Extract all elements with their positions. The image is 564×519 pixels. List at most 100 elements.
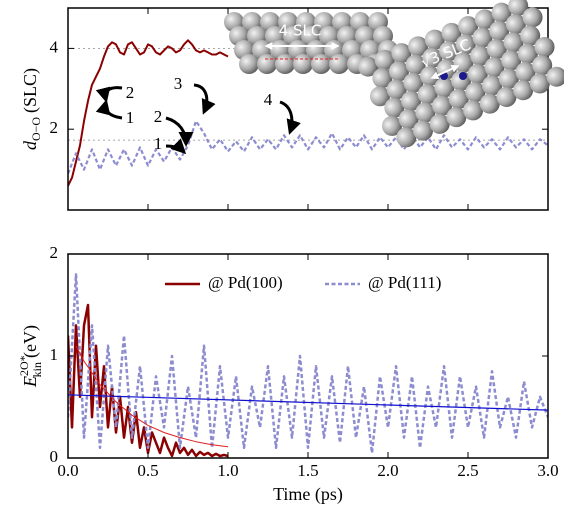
atom — [257, 54, 277, 74]
atom — [513, 80, 534, 101]
atom — [474, 9, 495, 30]
atom — [422, 47, 443, 68]
atom — [508, 0, 529, 16]
legend-label: @ Pd(111) — [368, 273, 441, 292]
atom — [467, 64, 488, 85]
data-line — [68, 120, 548, 175]
atom — [503, 32, 524, 53]
atom — [391, 43, 412, 64]
atom — [403, 72, 424, 93]
annotation-arrow — [193, 83, 216, 115]
atom — [517, 43, 538, 64]
annotation-arrow — [95, 99, 123, 120]
atom — [386, 79, 407, 100]
x-tick-label: 1.0 — [217, 461, 238, 480]
atom — [489, 20, 510, 41]
x-tick-label: 3.0 — [537, 461, 558, 480]
atom — [522, 7, 543, 28]
atom — [381, 115, 402, 136]
annotation: 1 — [126, 108, 135, 127]
atom — [434, 77, 455, 98]
atom — [396, 127, 417, 148]
x-axis-label: Time (ps) — [273, 484, 343, 505]
atom — [374, 49, 395, 70]
atom — [532, 55, 553, 76]
atom — [405, 54, 426, 75]
atom — [401, 90, 422, 111]
atom — [520, 25, 541, 46]
y-label-symbol: E — [20, 376, 40, 388]
x-tick-label: 2.5 — [457, 461, 478, 480]
x-tick-label: 1.5 — [297, 461, 318, 480]
atom — [496, 86, 517, 107]
atom — [239, 54, 259, 74]
atom — [505, 14, 526, 35]
annotation-arrow — [165, 138, 187, 155]
atom — [472, 27, 493, 48]
atom — [432, 95, 453, 116]
x-tick-label: 2.0 — [377, 461, 398, 480]
atom — [417, 84, 438, 105]
atom — [455, 34, 476, 55]
atom — [486, 39, 507, 60]
y-label-symbol: d — [20, 140, 40, 150]
atom — [398, 109, 419, 130]
distance-arrow — [430, 65, 460, 79]
atom — [458, 16, 479, 37]
atom — [446, 107, 467, 128]
data-line — [68, 273, 548, 455]
plot-frame — [67, 253, 549, 459]
atom — [515, 61, 536, 82]
atom — [424, 29, 445, 50]
y-axis-label: E2O*kin (eV) — [17, 325, 44, 388]
atom — [529, 73, 550, 94]
atom — [408, 36, 429, 57]
atom — [534, 37, 555, 58]
y-tick-label: 0 — [50, 447, 59, 466]
atom — [479, 93, 500, 114]
annotation: 4 — [264, 90, 273, 109]
y-tick-label: 4 — [50, 37, 59, 56]
inset-slab — [358, 0, 564, 148]
atom — [465, 82, 486, 103]
atom — [429, 113, 450, 134]
atom — [329, 54, 349, 74]
annotation-arrow — [279, 100, 301, 135]
legend-label: @ Pd(100) — [208, 273, 283, 292]
y-tick-label: 2 — [50, 118, 59, 137]
data-line — [68, 394, 548, 411]
atom — [311, 54, 331, 74]
y-label-subscript: kin — [30, 362, 44, 377]
adatom — [459, 72, 467, 80]
atom — [372, 68, 393, 89]
atom — [501, 50, 522, 71]
x-tick-label: 0.0 — [57, 461, 78, 480]
y-tick-label: 1 — [50, 345, 59, 364]
atom — [415, 102, 436, 123]
annotation: 2 — [154, 107, 163, 126]
annotation: 1 — [154, 134, 163, 153]
atom — [293, 54, 313, 74]
atom — [413, 120, 434, 141]
x-tick-label: 0.5 — [137, 461, 158, 480]
y-label-subscript: O−O — [29, 117, 43, 141]
y-axis-label: dO−O (SLC) — [20, 68, 43, 150]
inset-label: 4 SLC — [279, 22, 322, 40]
y-label-unit: (SLC) — [20, 68, 41, 113]
atom — [463, 100, 484, 121]
annotation: 2 — [126, 83, 135, 102]
atom — [358, 56, 379, 77]
atom — [441, 22, 462, 43]
atom — [484, 57, 505, 78]
atom — [491, 2, 512, 23]
y-label-superscript: 2O* — [17, 355, 31, 376]
atom — [482, 75, 503, 96]
atom — [470, 45, 491, 66]
annotation: 3 — [174, 74, 183, 93]
annotation-arrow — [95, 86, 123, 103]
atom — [275, 54, 295, 74]
y-label-unit: (eV) — [20, 325, 41, 358]
data-line — [75, 345, 229, 448]
